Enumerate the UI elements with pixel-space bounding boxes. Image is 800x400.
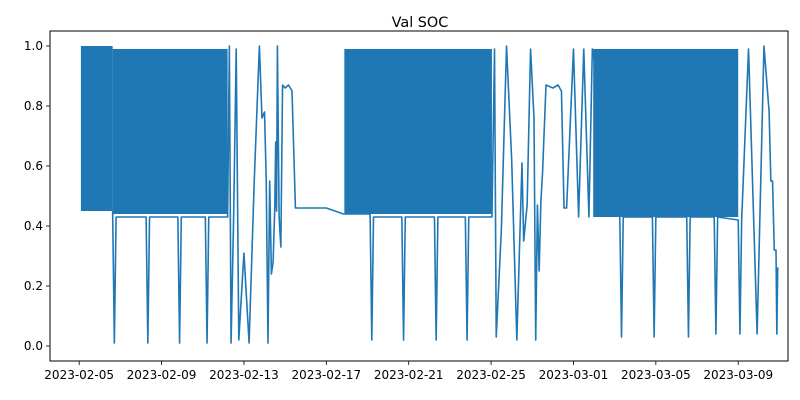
x-tick-label: 2023-03-01 <box>539 368 609 382</box>
series-line <box>111 45 779 344</box>
x-tick-label: 2023-02-17 <box>291 368 361 382</box>
oscillation-band <box>593 49 739 217</box>
oscillation-band <box>112 49 228 214</box>
y-tick-label: 0.2 <box>24 279 43 293</box>
x-tick-label: 2023-02-05 <box>44 368 114 382</box>
y-tick-label: 1.0 <box>24 39 43 53</box>
x-tick-label: 2023-03-05 <box>621 368 691 382</box>
oscillation-band <box>80 46 113 211</box>
y-tick-label: 0.4 <box>24 219 43 233</box>
y-tick-label: 0.0 <box>24 339 43 353</box>
oscillation-band <box>344 49 492 214</box>
plot-frame <box>49 30 789 362</box>
chart-title: Val SOC <box>392 15 449 31</box>
x-tick-label: 2023-02-13 <box>209 368 279 382</box>
y-tick-label: 0.8 <box>24 99 43 113</box>
x-tick-label: 2023-02-25 <box>456 368 526 382</box>
x-tick-label: 2023-02-21 <box>374 368 444 382</box>
x-tick-label: 2023-02-09 <box>127 368 197 382</box>
y-tick-label: 0.6 <box>24 159 43 173</box>
x-tick-label: 2023-03-09 <box>703 368 773 382</box>
